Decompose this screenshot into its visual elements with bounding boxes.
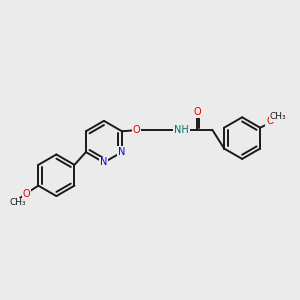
Text: O: O xyxy=(133,125,141,135)
Text: O: O xyxy=(266,116,274,126)
Text: NH: NH xyxy=(174,125,189,135)
Text: N: N xyxy=(100,158,108,167)
Text: N: N xyxy=(118,147,126,157)
Text: CH₃: CH₃ xyxy=(270,112,286,121)
Text: O: O xyxy=(23,189,30,199)
Text: CH₃: CH₃ xyxy=(10,198,26,207)
Text: O: O xyxy=(193,107,201,117)
